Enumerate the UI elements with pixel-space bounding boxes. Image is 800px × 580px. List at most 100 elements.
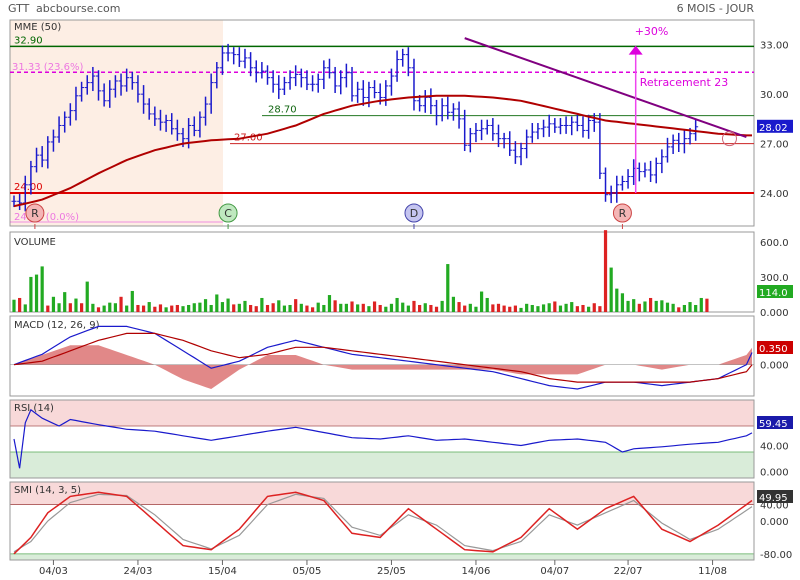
volume-bar xyxy=(23,304,27,312)
volume-bar xyxy=(203,299,208,312)
volume-bar xyxy=(119,296,123,312)
volume-bar xyxy=(350,301,354,312)
volume-bar xyxy=(220,302,225,312)
volume-bar xyxy=(496,303,501,312)
volume-bar xyxy=(372,301,377,312)
smi-panel-title: SMI (14, 3, 5) xyxy=(14,485,81,496)
volume-bar xyxy=(570,302,574,312)
rsi-panel xyxy=(9,399,755,479)
volume-bar xyxy=(113,303,118,312)
volume-bar xyxy=(339,303,343,312)
volume-bar xyxy=(130,290,134,312)
volume-bar xyxy=(361,303,365,312)
volume-bar xyxy=(310,307,315,312)
x-tick-label: 24/03 xyxy=(124,566,153,577)
x-tick-label: 22/07 xyxy=(614,566,643,577)
volume-bar xyxy=(491,304,495,312)
volume-bar xyxy=(525,303,529,312)
x-tick-label: 11/08 xyxy=(698,566,727,577)
gain-arrow-head xyxy=(628,45,643,55)
volume-bar xyxy=(598,306,602,312)
volume-bar xyxy=(158,304,163,312)
volume-bar xyxy=(147,302,151,312)
volume-bar xyxy=(209,304,213,312)
volume-bar xyxy=(192,303,196,312)
macd-signal-line xyxy=(13,332,753,383)
volume-bar xyxy=(558,305,563,312)
volume-bar xyxy=(564,303,568,312)
volume-bar xyxy=(68,303,72,312)
volume-bar xyxy=(553,301,557,312)
volume-bar xyxy=(615,288,619,312)
volume-bar xyxy=(513,305,517,312)
volume-bar xyxy=(530,304,534,312)
volume-bar xyxy=(80,303,84,312)
smi-line xyxy=(13,491,753,555)
price-y-tick: 33.00 xyxy=(760,41,789,52)
volume-bar xyxy=(468,303,472,312)
volume-bar xyxy=(299,303,303,312)
volume-bar xyxy=(136,304,140,312)
volume-bar xyxy=(164,307,168,312)
volume-bar xyxy=(423,303,427,312)
macd-y-tick: 0.000 xyxy=(760,361,789,372)
volume-bar xyxy=(508,306,512,312)
volume-bar xyxy=(519,307,523,312)
volume-bar xyxy=(34,274,39,312)
volume-bar xyxy=(643,301,647,312)
volume-bar xyxy=(57,303,61,312)
volume-bar xyxy=(502,305,506,312)
volume-bar xyxy=(660,300,664,312)
volume-bar xyxy=(74,298,78,312)
volume-bar xyxy=(446,264,450,312)
volume-bar xyxy=(254,306,258,312)
volume-bar xyxy=(102,305,106,312)
volume-bar xyxy=(344,303,348,312)
volume-bar xyxy=(232,304,236,312)
volume-bar xyxy=(305,305,309,312)
highlight-zone xyxy=(10,20,223,226)
volume-bar xyxy=(265,304,270,312)
smi-last-value-box xyxy=(757,490,793,503)
price-y-tick: 27.00 xyxy=(760,140,789,151)
event-marker-label: C xyxy=(224,207,232,220)
volume-bar xyxy=(705,298,709,312)
volume-bar xyxy=(457,302,461,312)
price-panel xyxy=(9,19,755,227)
volume-bar xyxy=(654,300,658,312)
volume-bar xyxy=(333,300,337,312)
volume-last-value-box xyxy=(757,285,793,298)
macd-panel-title: MACD (12, 26, 9) xyxy=(14,320,100,331)
event-marker-label: R xyxy=(619,207,627,220)
x-tick-label: 14/06 xyxy=(462,566,491,577)
volume-bar xyxy=(260,297,264,312)
period-label: 6 MOIS - JOUR xyxy=(676,2,754,15)
volume-bar xyxy=(153,306,157,312)
volume-bar xyxy=(620,293,625,312)
fib-base-label: 24.00 (0.0%) xyxy=(14,212,79,223)
volume-bar xyxy=(592,303,596,312)
ticker-label: GTT xyxy=(8,2,30,15)
volume-bar xyxy=(682,304,686,312)
volume-bar xyxy=(479,291,484,312)
rsi-line xyxy=(13,408,753,469)
event-marker-label: R xyxy=(31,207,39,220)
rsi-last-value: 59.45 xyxy=(759,419,788,430)
volume-bar xyxy=(327,295,332,312)
rsi-oversold-zone xyxy=(10,452,754,478)
volume-bar xyxy=(288,304,292,312)
volume-bar xyxy=(108,302,112,312)
volume-y-tick: 0.000 xyxy=(760,308,789,319)
volume-bar xyxy=(671,303,675,312)
volume-bar xyxy=(451,296,456,312)
volume-bar xyxy=(395,297,399,312)
fib-label: 31.33 (23.6%) xyxy=(12,62,83,73)
volume-bar xyxy=(541,304,546,312)
volume-bar xyxy=(378,304,382,312)
volume-bar xyxy=(316,302,320,312)
smi-y-tick: 0.000 xyxy=(760,517,789,528)
price-y-tick: 24.00 xyxy=(760,189,789,200)
volume-bar xyxy=(412,300,416,312)
volume-bar xyxy=(226,298,230,312)
